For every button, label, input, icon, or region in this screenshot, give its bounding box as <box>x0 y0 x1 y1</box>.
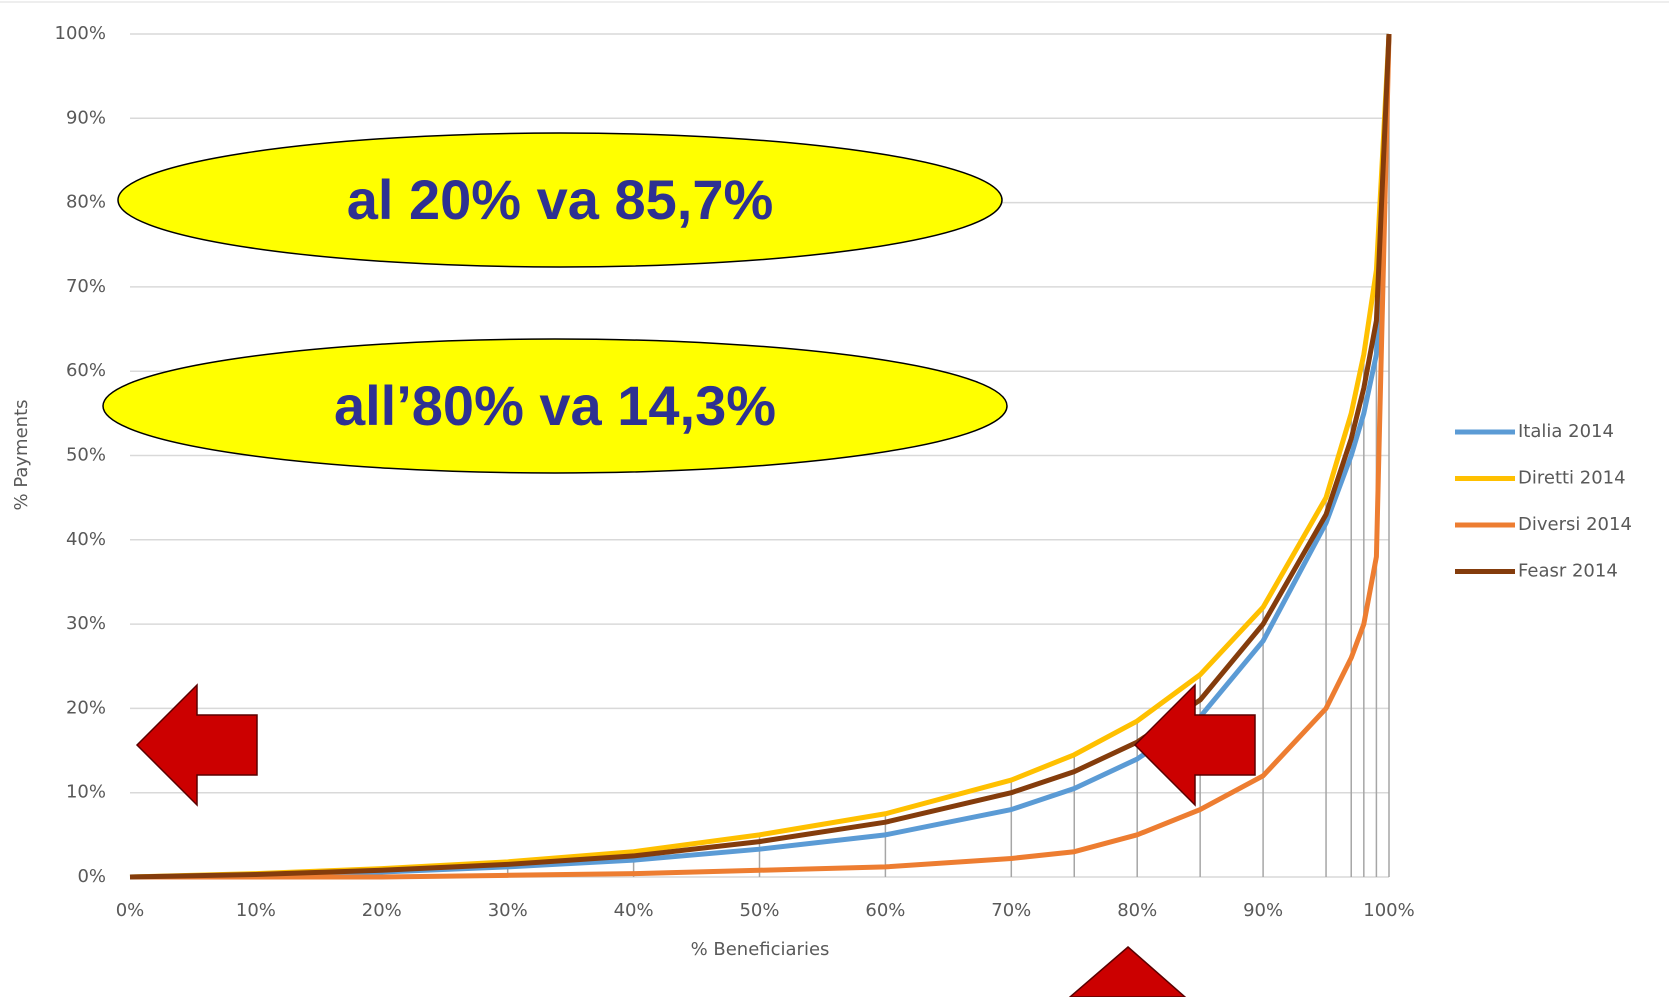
y-tick-label: 100% <box>55 23 106 44</box>
x-tick-label: 0% <box>116 900 145 921</box>
arrow <box>1068 946 1187 997</box>
x-tick-label: 10% <box>236 900 276 921</box>
y-tick-label: 80% <box>66 192 106 213</box>
legend-label: Diversi 2014 <box>1518 514 1632 535</box>
series-line <box>130 33 1392 880</box>
x-tick-label: 90% <box>1243 900 1283 921</box>
callout <box>102 338 1008 474</box>
legend-label: Italia 2014 <box>1518 421 1614 442</box>
x-tick-label: 30% <box>488 900 528 921</box>
x-tick-label: 70% <box>991 900 1031 921</box>
x-tick-label: 100% <box>1363 900 1414 921</box>
callout <box>117 132 1003 268</box>
x-tick-label: 40% <box>614 900 654 921</box>
x-tick-label: 80% <box>1117 900 1157 921</box>
annotation: all’80% va 14,3% <box>334 374 776 437</box>
x-axis-label: % Beneficiaries <box>691 939 830 960</box>
x-tick-label: 50% <box>739 900 779 921</box>
y-tick-label: 90% <box>66 107 106 128</box>
x-tick-label: 20% <box>362 900 402 921</box>
series-line <box>129 33 1392 880</box>
y-tick-label: 20% <box>66 697 106 718</box>
y-axis-label: % Payments <box>11 399 32 510</box>
y-tick-label: 40% <box>66 529 106 550</box>
y-tick-label: 0% <box>77 866 106 887</box>
legend-label: Diretti 2014 <box>1518 468 1626 489</box>
legend-label: Feasr 2014 <box>1518 561 1618 582</box>
y-tick-label: 70% <box>66 276 106 297</box>
y-tick-label: 50% <box>66 445 106 466</box>
y-tick-label: 30% <box>66 613 106 634</box>
annotation: al 20% va 85,7% <box>347 168 774 231</box>
y-tick-label: 60% <box>66 360 106 381</box>
y-tick-label: 10% <box>66 782 106 803</box>
arrow <box>1133 683 1256 807</box>
x-tick-label: 60% <box>865 900 905 921</box>
arrow <box>135 683 258 807</box>
